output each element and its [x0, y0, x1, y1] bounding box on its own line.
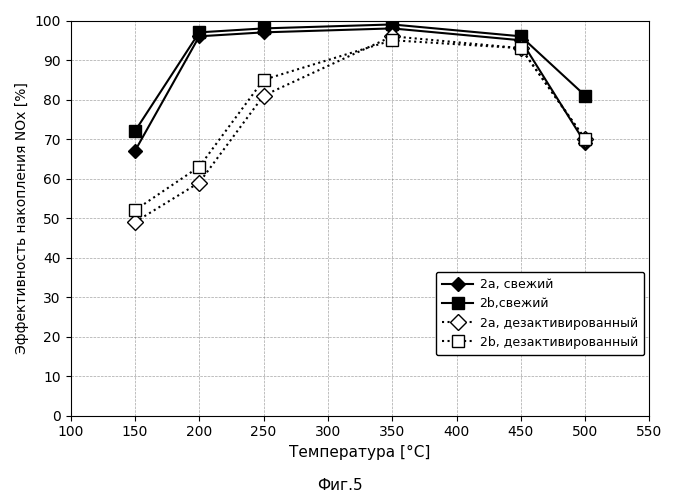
2b,свежий	[195, 30, 203, 36]
2b,свежий	[581, 92, 589, 98]
2a, дезактивированный	[388, 34, 397, 40]
Line: 2a, дезактивированный: 2a, дезактивированный	[130, 31, 591, 228]
2b, дезактивированный	[195, 164, 203, 170]
2a, дезактивированный	[259, 92, 268, 98]
Legend: 2a, свежий, 2b,свежий, 2a, дезактивированный, 2b, дезактивированный: 2a, свежий, 2b,свежий, 2a, дезактивирова…	[436, 272, 644, 355]
2b, дезактивированный	[131, 207, 139, 213]
2b, дезактивированный	[259, 77, 268, 83]
2b,свежий	[517, 34, 525, 40]
2b, дезактивированный	[581, 136, 589, 142]
2b, дезактивированный	[517, 45, 525, 51]
2a, свежий	[517, 38, 525, 44]
2a, дезактивированный	[517, 45, 525, 51]
Text: Фиг.5: Фиг.5	[316, 478, 363, 493]
2a, свежий	[259, 30, 268, 36]
X-axis label: Температура [°C]: Температура [°C]	[289, 445, 430, 460]
2b, дезактивированный	[388, 38, 397, 44]
2a, дезактивированный	[195, 180, 203, 186]
2b,свежий	[388, 22, 397, 28]
Line: 2b, дезактивированный: 2b, дезактивированный	[129, 34, 591, 216]
2a, дезактивированный	[131, 219, 139, 225]
2a, свежий	[388, 26, 397, 32]
Line: 2a, свежий: 2a, свежий	[130, 24, 590, 156]
2b,свежий	[259, 26, 268, 32]
2b,свежий	[131, 128, 139, 134]
Y-axis label: Эффективность накопления NOx [%]: Эффективность накопления NOx [%]	[15, 82, 29, 354]
2a, дезактивированный	[581, 136, 589, 142]
Line: 2b,свежий: 2b,свежий	[130, 19, 591, 136]
2a, свежий	[195, 34, 203, 40]
2a, свежий	[131, 148, 139, 154]
2a, свежий	[581, 140, 589, 146]
